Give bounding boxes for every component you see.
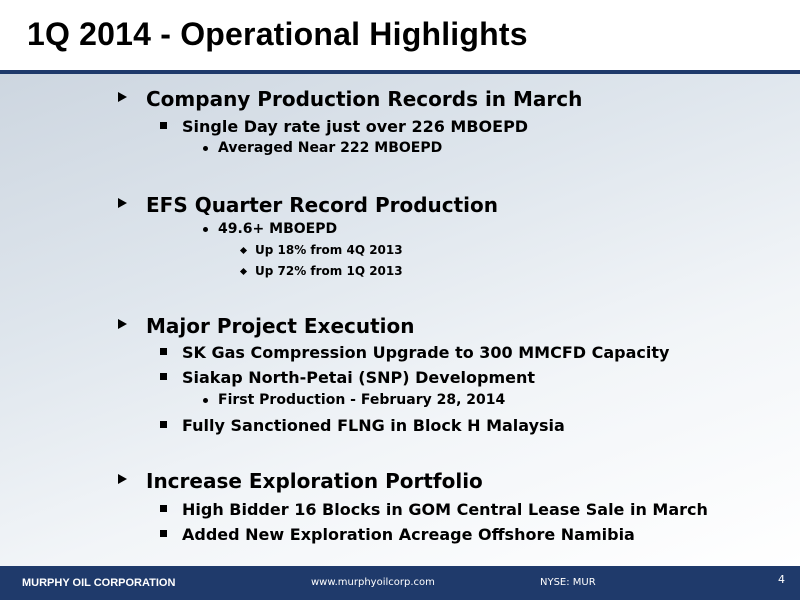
section-heading: Major Project Execution — [118, 314, 415, 338]
section-heading-text: Increase Exploration Portfolio — [146, 469, 483, 493]
sub-list-item-text: Averaged Near 222 MBOEPD — [218, 140, 443, 156]
list-item-text: SK Gas Compression Upgrade to 300 MMCFD … — [182, 343, 670, 362]
detail-item-text: Up 18% from 4Q 2013 — [255, 243, 403, 257]
list-item-text: High Bidder 16 Blocks in GOM Central Lea… — [182, 500, 708, 519]
sub-list-item: First Production - February 28, 2014 — [203, 392, 506, 408]
diamond-bullet-icon — [239, 267, 248, 276]
title-divider — [0, 70, 800, 74]
section-heading-text: Major Project Execution — [146, 314, 415, 338]
square-bullet-icon — [160, 421, 167, 428]
footer-company: MURPHY OIL CORPORATION — [22, 577, 176, 589]
list-item-text: Single Day rate just over 226 MBOEPD — [182, 117, 529, 136]
dot-bullet-icon — [203, 146, 208, 151]
sub-list-item: Averaged Near 222 MBOEPD — [203, 140, 443, 156]
slide-content: Company Production Records in March Sing… — [0, 74, 800, 566]
list-item: SK Gas Compression Upgrade to 300 MMCFD … — [160, 343, 670, 362]
list-item-text: Added New Exploration Acreage Offshore N… — [182, 525, 635, 544]
list-item: Fully Sanctioned FLNG in Block H Malaysi… — [160, 416, 565, 435]
detail-item: Up 72% from 1Q 2013 — [239, 264, 403, 278]
diamond-bullet-icon — [239, 246, 248, 255]
sub-list-item-text: First Production - February 28, 2014 — [218, 392, 506, 408]
square-bullet-icon — [160, 505, 167, 512]
section-heading-text: Company Production Records in March — [146, 87, 583, 111]
triangle-bullet-icon — [118, 198, 127, 208]
page-number: 4 — [778, 573, 785, 586]
square-bullet-icon — [160, 122, 167, 129]
triangle-bullet-icon — [118, 319, 127, 329]
list-item: Single Day rate just over 226 MBOEPD — [160, 117, 529, 136]
triangle-bullet-icon — [118, 474, 127, 484]
square-bullet-icon — [160, 348, 167, 355]
square-bullet-icon — [160, 530, 167, 537]
detail-item: Up 18% from 4Q 2013 — [239, 243, 403, 257]
dot-bullet-icon — [203, 227, 208, 232]
section-heading: EFS Quarter Record Production — [118, 193, 499, 217]
section-heading-text: EFS Quarter Record Production — [146, 193, 499, 217]
list-item-text: Siakap North-Petai (SNP) Development — [182, 368, 536, 387]
footer-ticker: NYSE: MUR — [540, 577, 596, 588]
dot-bullet-icon — [203, 398, 208, 403]
detail-item-text: Up 72% from 1Q 2013 — [255, 264, 403, 278]
sub-list-item-text: 49.6+ MBOEPD — [218, 221, 338, 237]
sub-list-item: 49.6+ MBOEPD — [203, 221, 338, 237]
section-heading: Company Production Records in March — [118, 87, 583, 111]
list-item: Added New Exploration Acreage Offshore N… — [160, 525, 635, 544]
footer-url: www.murphyoilcorp.com — [311, 577, 435, 588]
square-bullet-icon — [160, 373, 167, 380]
section-heading: Increase Exploration Portfolio — [118, 469, 483, 493]
list-item-text: Fully Sanctioned FLNG in Block H Malaysi… — [182, 416, 565, 435]
title-bar: 1Q 2014 - Operational Highlights — [0, 0, 800, 70]
list-item: Siakap North-Petai (SNP) Development — [160, 368, 536, 387]
triangle-bullet-icon — [118, 92, 127, 102]
list-item: High Bidder 16 Blocks in GOM Central Lea… — [160, 500, 708, 519]
page-title: 1Q 2014 - Operational Highlights — [27, 16, 528, 52]
footer-bar: MURPHY OIL CORPORATION www.murphyoilcorp… — [0, 566, 800, 600]
